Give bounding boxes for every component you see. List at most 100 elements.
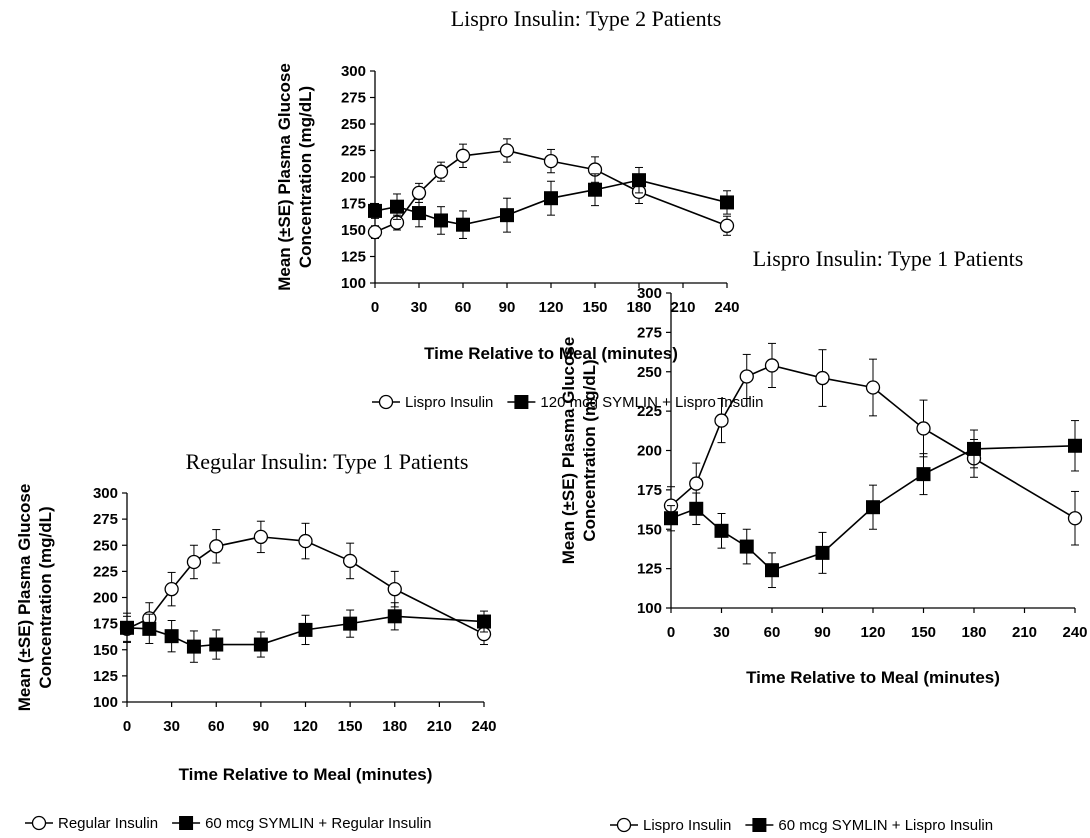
legend-marker xyxy=(378,394,394,410)
x-tick-label: 240 xyxy=(471,718,496,735)
data-point xyxy=(411,185,427,201)
legend-marker xyxy=(514,395,529,409)
series-line xyxy=(126,615,485,648)
data-point xyxy=(186,639,201,654)
x-tick-label: 0 xyxy=(667,624,675,641)
y-tick-label: 300 xyxy=(637,285,662,302)
data-point xyxy=(368,203,382,218)
y-tick-label: 300 xyxy=(341,63,366,80)
x-tick-label: 60 xyxy=(455,299,472,316)
series-line xyxy=(374,149,728,233)
legend-marker xyxy=(179,816,194,830)
data-point xyxy=(209,637,224,652)
y-tick-label: 175 xyxy=(637,482,662,499)
x-tick-label: 90 xyxy=(814,624,831,641)
data-point xyxy=(815,370,830,386)
x-tick-label: 240 xyxy=(714,299,739,316)
data-point xyxy=(412,206,426,221)
legend: Lispro Insulin 60 mcg SYMLIN + Lispro Ins… xyxy=(610,817,993,834)
y-tick-label: 200 xyxy=(637,443,662,460)
y-tick-label: 225 xyxy=(637,403,662,420)
y-tick-label: 125 xyxy=(93,668,118,685)
x-axis-label: Time Relative to Meal (minutes) xyxy=(179,765,433,784)
y-axis-label: Mean (±SE) Plasma Glucose xyxy=(275,63,294,291)
y-axis-label: Mean (±SE) Plasma Glucose xyxy=(559,337,578,565)
data-point xyxy=(544,191,558,206)
y-tick-label: 100 xyxy=(637,600,662,617)
data-point xyxy=(689,476,704,491)
data-point xyxy=(764,358,780,373)
data-point xyxy=(253,637,268,652)
x-tick-label: 120 xyxy=(538,299,563,316)
chart-panel-2: Regular Insulin: Type 1 Patients 100 125 15… xyxy=(15,449,497,832)
y-tick-label: 175 xyxy=(341,196,366,213)
data-point xyxy=(387,581,402,597)
y-tick-label: 225 xyxy=(93,563,118,580)
data-point xyxy=(455,148,471,163)
x-tick-label: 150 xyxy=(338,718,363,735)
data-point xyxy=(499,143,515,158)
y-axis-label: Mean (±SE) Plasma Glucose xyxy=(15,484,34,712)
data-point xyxy=(209,539,224,554)
data-point xyxy=(456,217,470,232)
x-tick-label: 30 xyxy=(713,624,730,641)
data-point xyxy=(916,421,931,436)
data-point xyxy=(543,153,559,169)
x-tick-label: 210 xyxy=(670,299,695,316)
legend-label: Lispro Insulin xyxy=(405,394,493,411)
data-point xyxy=(342,553,358,569)
data-point xyxy=(720,195,734,210)
data-point xyxy=(298,622,313,637)
data-point xyxy=(714,523,729,538)
x-tick-label: 180 xyxy=(961,624,986,641)
y-axis-label: Concentration (mg/dL) xyxy=(580,359,599,541)
y-axis-label: Concentration (mg/dL) xyxy=(296,86,315,268)
data-point xyxy=(120,620,134,635)
y-tick-label: 225 xyxy=(341,143,366,160)
legend-label: 60 mcg SYMLIN + Regular Insulin xyxy=(205,815,431,832)
x-tick-label: 60 xyxy=(764,624,781,641)
y-tick-label: 250 xyxy=(341,116,366,133)
y-tick-label: 100 xyxy=(93,694,118,711)
data-point xyxy=(433,164,449,179)
x-tick-label: 120 xyxy=(293,718,318,735)
y-tick-label: 150 xyxy=(637,521,662,538)
series-line xyxy=(374,179,728,226)
legend-label: Regular Insulin xyxy=(58,815,158,832)
x-tick-label: 90 xyxy=(253,718,270,735)
data-point xyxy=(298,533,313,549)
legend: Lispro Insulin 120 mcg SYMLIN + Lispro In… xyxy=(372,394,763,411)
y-tick-label: 275 xyxy=(93,511,118,528)
data-point xyxy=(739,369,754,384)
legend-label: Lispro Insulin xyxy=(643,817,731,834)
data-point xyxy=(477,614,491,629)
y-tick-label: 275 xyxy=(637,324,662,341)
chart-panel-1: Lispro Insulin: Type 2 Patients 100 125 150… xyxy=(275,6,763,411)
y-tick-label: 100 xyxy=(341,275,366,292)
legend-marker xyxy=(616,817,632,833)
data-point xyxy=(343,616,358,631)
data-point xyxy=(1067,511,1083,526)
chart-title: Lispro Insulin: Type 2 Patients xyxy=(451,6,722,31)
legend-marker xyxy=(31,815,47,831)
data-point xyxy=(142,621,157,636)
data-point xyxy=(164,581,179,597)
series-line xyxy=(670,364,1076,519)
data-point xyxy=(866,500,880,515)
x-tick-label: 210 xyxy=(427,718,452,735)
data-point xyxy=(253,529,269,545)
data-point xyxy=(434,213,448,228)
data-point xyxy=(390,199,404,214)
y-axis-label: Concentration (mg/dL) xyxy=(36,506,55,688)
data-point xyxy=(916,467,931,482)
y-tick-label: 150 xyxy=(93,642,118,659)
y-tick-label: 250 xyxy=(93,537,118,554)
series-2 xyxy=(664,420,1082,589)
chart-title: Lispro Insulin: Type 1 Patients xyxy=(753,246,1024,271)
y-tick-label: 175 xyxy=(93,616,118,633)
data-point xyxy=(739,539,754,554)
data-point xyxy=(164,629,179,644)
y-tick-label: 250 xyxy=(637,364,662,381)
series-line xyxy=(126,536,485,635)
